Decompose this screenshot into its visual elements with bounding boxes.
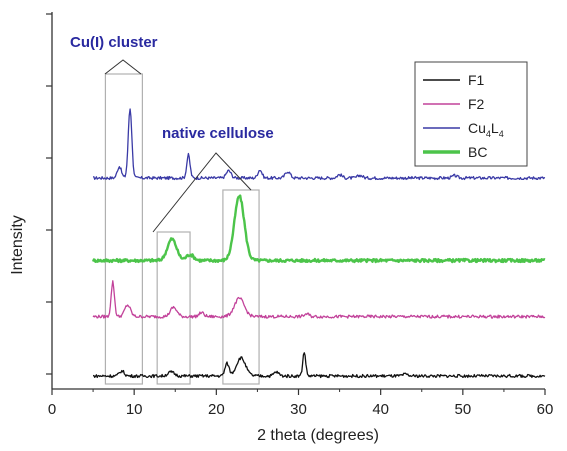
- legend-label-cu4l4-sub1: 4: [486, 129, 491, 139]
- annotation-native-cellulose: native cellulose: [162, 125, 274, 142]
- x-ticks: 0 10 20 30 40 50 60: [48, 389, 554, 418]
- x-tick-label: 0: [48, 401, 56, 418]
- annotation-cu-cluster-pointer: [104, 59, 142, 75]
- legend: F1 F2 Cu4L4 BC: [414, 61, 528, 167]
- y-axis-title: Intensity: [9, 215, 26, 275]
- x-tick-label: 50: [454, 401, 471, 418]
- x-tick-label: 30: [290, 401, 307, 418]
- legend-label-bc: BC: [468, 144, 487, 160]
- series-layer: [91, 108, 546, 379]
- y-ticks: [46, 13, 52, 375]
- legend-label-cu4l4-cu: Cu: [468, 120, 486, 136]
- legend-label-f1: F1: [468, 72, 485, 88]
- annotation-box: [222, 189, 260, 385]
- x-tick-label: 20: [208, 401, 225, 418]
- x-tick-label: 40: [372, 401, 389, 418]
- legend-label-f2: F2: [468, 96, 485, 112]
- annotation-box: [156, 231, 191, 385]
- series-line-f1: [92, 352, 546, 379]
- x-tick-label: 10: [126, 401, 143, 418]
- series-line-bc: [91, 194, 546, 264]
- legend-label-cu4l4-sub2: 4: [499, 129, 504, 139]
- x-axis-title: 2 theta (degrees): [257, 427, 379, 444]
- legend-label-cu4l4-l: L: [491, 120, 499, 136]
- annotation-native-cellulose-pointer: [152, 152, 252, 233]
- x-tick-label: 60: [537, 401, 554, 418]
- annotation-boxes: [104, 73, 260, 385]
- annotation-box: [104, 73, 143, 385]
- series-line-cu4l4: [93, 108, 546, 181]
- series-line-f2: [92, 280, 546, 319]
- legend-label-cu4l4: Cu4L4: [468, 120, 504, 139]
- annotation-cu-cluster: Cu(I) cluster: [70, 34, 158, 51]
